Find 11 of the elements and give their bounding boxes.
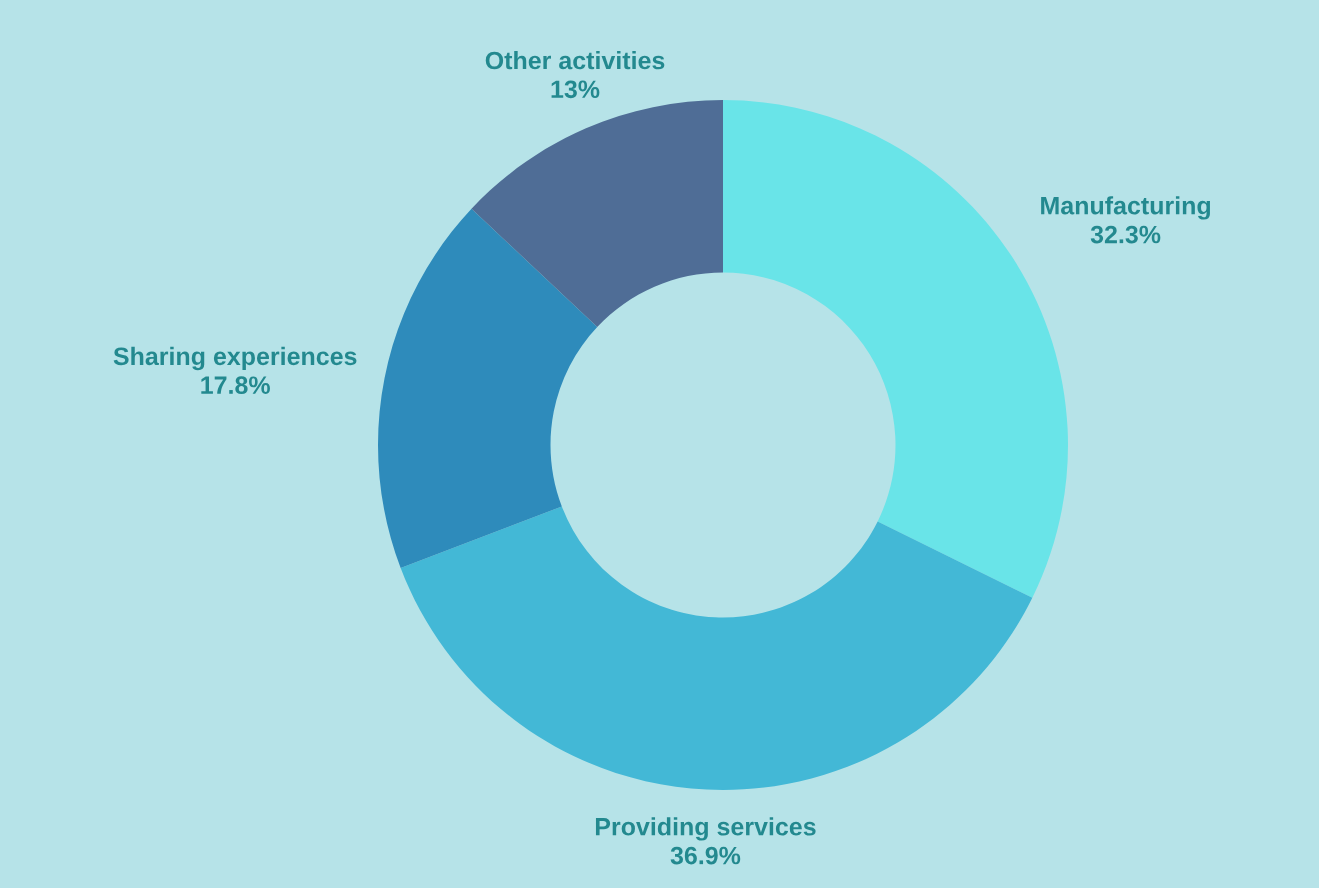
- donut-slice: [471, 100, 723, 327]
- data-label: 36.9%: [670, 846, 741, 865]
- data-label: 13%: [551, 80, 600, 99]
- slice-label: Other activities: [485, 51, 665, 70]
- data-label: 32.3%: [1090, 225, 1161, 244]
- slice-label: Manufacturing: [1041, 196, 1211, 220]
- slice-label: Sharing experiences: [113, 346, 357, 371]
- donut-slice: [400, 506, 1033, 790]
- data-label: 17.8%: [201, 376, 270, 395]
- slice-label: Providing services: [595, 817, 816, 841]
- donut-slice: [378, 208, 598, 568]
